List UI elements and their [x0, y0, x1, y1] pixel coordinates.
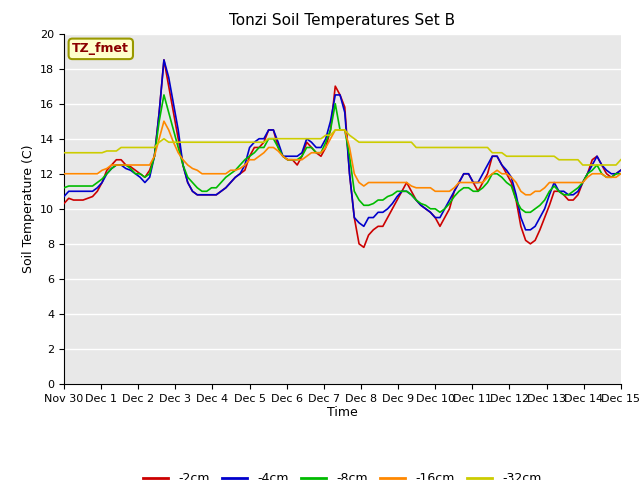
Legend: -2cm, -4cm, -8cm, -16cm, -32cm: -2cm, -4cm, -8cm, -16cm, -32cm — [138, 467, 547, 480]
Title: Tonzi Soil Temperatures Set B: Tonzi Soil Temperatures Set B — [229, 13, 456, 28]
X-axis label: Time: Time — [327, 407, 358, 420]
Y-axis label: Soil Temperature (C): Soil Temperature (C) — [22, 144, 35, 273]
Text: TZ_fmet: TZ_fmet — [72, 42, 129, 55]
